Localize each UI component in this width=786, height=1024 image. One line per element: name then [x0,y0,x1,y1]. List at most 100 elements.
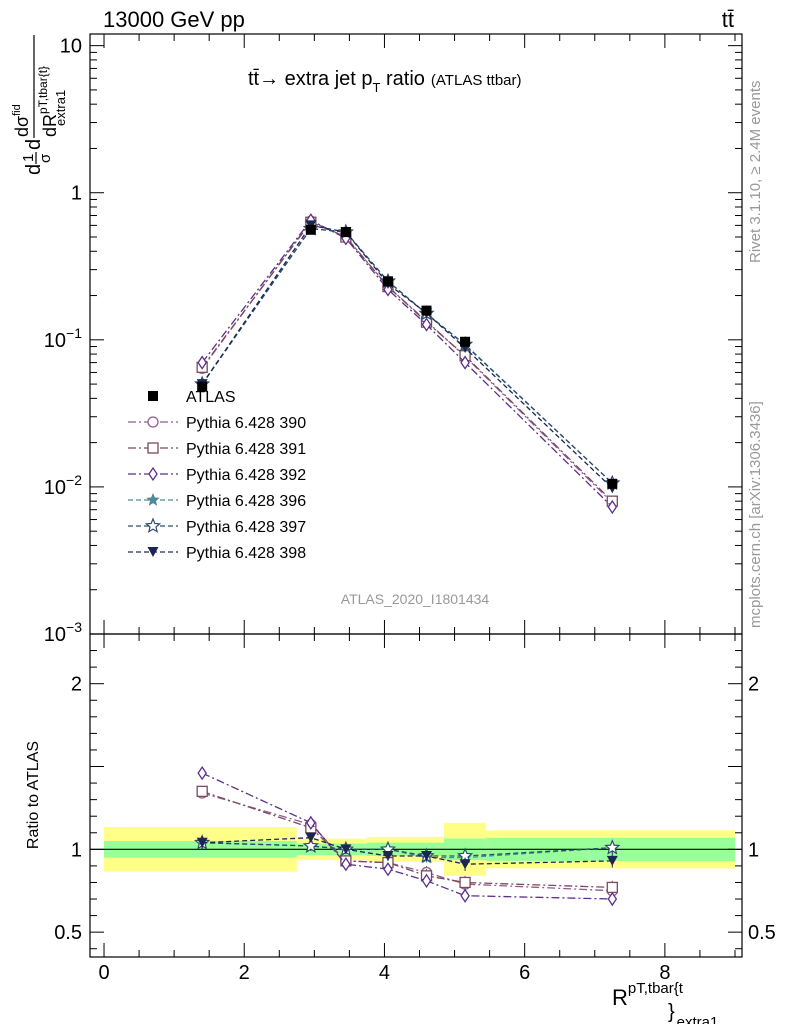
x-axis-label: RpT,tbar{t} extra1 [612,980,718,1024]
legend-marker-3 [146,492,160,506]
ratio-series-4 [194,834,621,863]
ratio-series-5 [196,832,618,871]
main-series-line-0 [201,220,613,504]
ratio-y-tick-label-right-1: 1 [748,839,759,861]
legend-marker-5 [147,547,159,557]
ratio-series-5-point-6 [606,855,618,866]
ratio-uncertainty-bands [90,822,742,876]
svg-text:1: 1 [20,154,37,162]
atlas-point-3 [382,276,393,287]
title-small: (ATLAS ttbar) [431,72,522,89]
x-tick-label-3: 6 [519,962,530,984]
main-y-tick-label-3: 10−2 [44,472,82,499]
legend-entry-5: Pythia 6.428 398 [128,545,306,562]
x-tick-label-2: 4 [379,962,390,984]
main-y-tick-label-0: 10 [60,36,82,58]
legend-label-3: Pythia 6.428 396 [186,493,306,510]
legend-label-2: Pythia 6.428 392 [186,467,306,484]
main-series-1 [196,216,618,507]
ratio-y-tick-label-left-2: 0.5 [54,922,82,944]
ratio-series-5-point-3 [382,850,394,861]
atlas-point-4 [421,305,432,316]
svg-text:d: d [23,139,45,150]
ratio-y-tick-label-left-0: 2 [71,674,82,696]
legend-marker-4 [144,517,162,533]
ylabel-sub: extra1 [53,90,68,126]
ratio-series-4-point-1 [302,837,319,853]
legend-label-4: Pythia 6.428 397 [186,519,306,536]
title-sub: T [373,80,381,95]
atlas-point-5 [460,336,471,347]
mcplots-label: mcplots.cern.ch [arXiv:1306.3436] [747,401,764,628]
ratio-y-axis-label: Ratio to ATLAS [25,741,42,849]
main-series-2-point-4 [421,317,432,332]
ratio-series-2-point-5 [460,888,470,903]
ratio-plot-frame [89,633,743,958]
legend-label-atlas: ATLAS [186,389,236,406]
legend-entry-0: Pythia 6.428 390 [128,415,306,432]
title-rest: ratio [380,68,424,90]
legend-entry-3: Pythia 6.428 396 [128,492,306,510]
x-tick-label-0: 0 [98,962,109,984]
ratio-y-tick-label-left-1: 1 [71,839,82,861]
ratio-series-5-point-1 [305,832,317,843]
main-series-line-2 [201,219,613,508]
ratio-y-tick-label-right-2: 0.5 [748,922,776,944]
legend-label-5: Pythia 6.428 398 [186,545,306,562]
main-y-tick-label-4: 10−3 [44,619,82,646]
legend-entry-2: Pythia 6.428 392 [128,466,306,484]
main-series-2-point-0 [197,355,207,370]
rivet-label: Rivet 3.1.10, ≥ 2.4M events [747,81,764,264]
atlas-point-6 [607,478,618,489]
ratio-series-1-point-5 [459,876,471,889]
legend: ATLAS Pythia 6.428 390 Pythia 6.428 391 Pyt… [128,389,306,562]
legend-entry-atlas: ATLAS [148,389,236,406]
main-series-line-1 [201,221,613,502]
ylabel-sup: pT,tbar{t} [36,66,50,114]
xlabel-R: R [612,985,628,1010]
ratio-series-5-point-2 [340,844,352,855]
svg-text:dRpT,tbar{t}extra1: dRpT,tbar{t} extra1 [36,66,68,137]
legend-marker-0 [147,416,159,428]
svg-text:dσfid: dσfid [11,104,32,137]
main-series-2-point-5 [460,355,470,370]
atlas-point-0 [197,381,208,392]
ratio-series-5-point-4 [421,850,433,861]
ratio-series-1-point-6 [606,881,618,894]
ratio-series-4-point-6 [604,839,621,855]
ylabel-dsigma: dσ [12,116,32,137]
ratio-series-1-point-0 [196,785,208,798]
ylabel-R: R [40,114,60,127]
atlas-point-2 [340,227,351,238]
legend-label-1: Pythia 6.428 391 [186,441,306,458]
axes: 10 1 10−1 10−2 10−3 0 2 4 6 8 2 2 1 1 0.5 0.5 [44,33,776,984]
ratio-series-2-point-6 [607,891,618,907]
ratio-series-5-point-0 [196,837,208,848]
ratio-series-2-point-1 [306,815,316,831]
main-y-tick-label-2: 10−1 [44,325,82,352]
ratio-series-2-point-0 [197,765,207,781]
xlabel-sup: pT,tbar{t [628,980,684,997]
ratio-series-2 [197,765,618,907]
ylabel-sigma: σ [37,153,54,163]
x-tick-label-1: 2 [239,962,250,984]
main-plot-title: tt̄→ extra jet pT ratio (ATLAS ttbar) [248,68,522,95]
title-main: tt̄→ extra jet p [248,68,373,90]
analysis-watermark: ATLAS_2020_I1801434 [341,591,490,607]
ylabel-one: 1 [20,154,37,162]
ratio-series-5-point-5 [459,859,471,870]
ratio-series-2-point-3 [383,862,393,877]
ratio-y-tick-label-right-0: 2 [748,674,759,696]
x-tick-label-4: 8 [659,962,670,984]
data-points [197,224,618,489]
svg-text:σ: σ [37,153,54,163]
main-series-2-point-6 [607,499,618,515]
main-plot-frame [89,33,743,635]
header-process: tt̄ [722,7,734,32]
svg-text:d: d [23,164,45,175]
header-energy: 13000 GeV pp [103,7,245,32]
legend-marker-1 [147,442,159,454]
main-series-0 [196,215,618,509]
ratio-plot-series [194,765,621,907]
